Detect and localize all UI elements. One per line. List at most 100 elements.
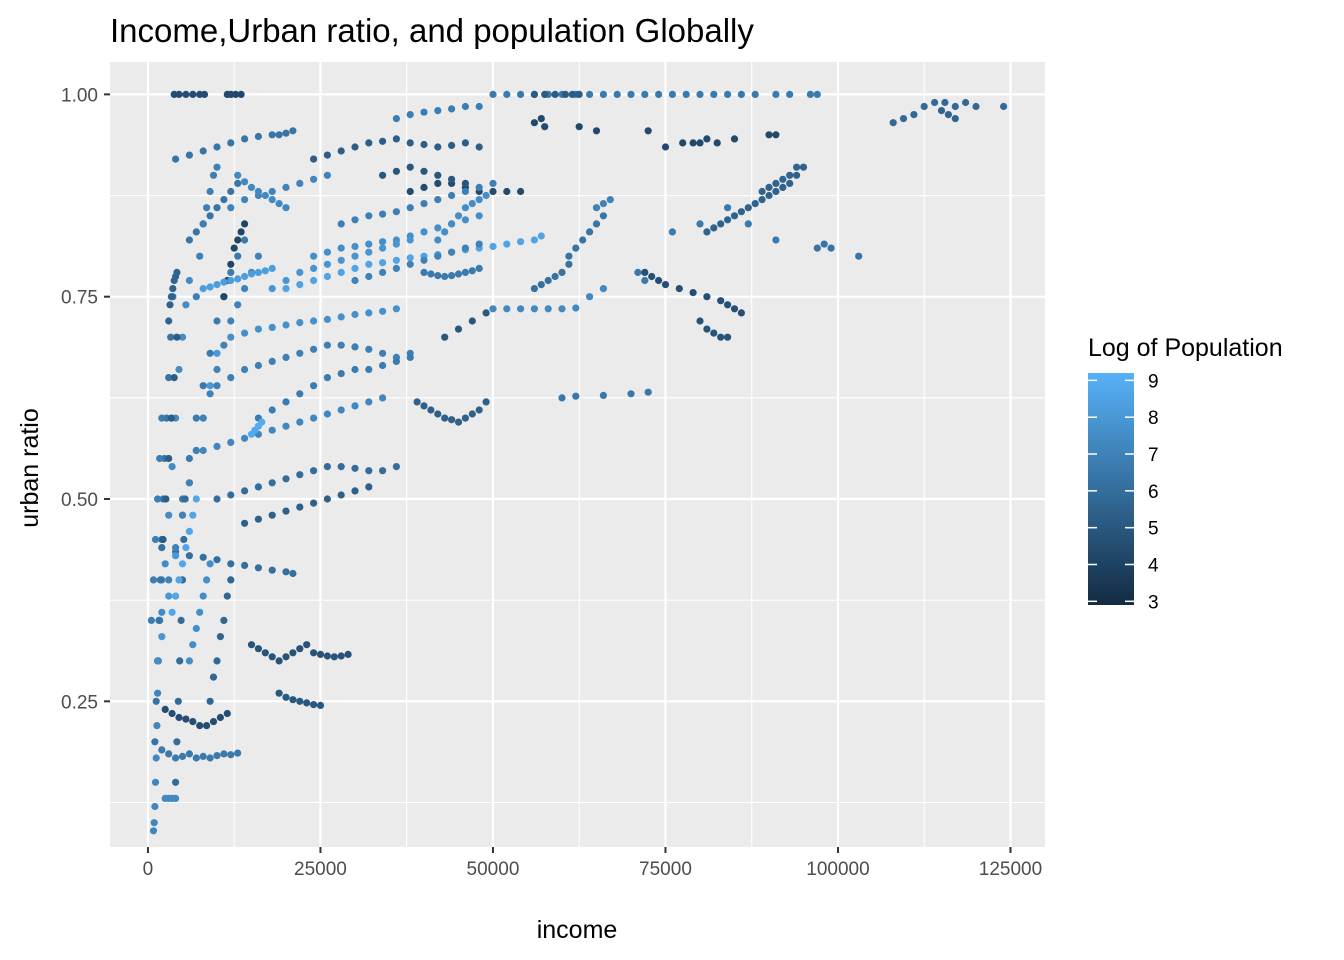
data-point	[151, 778, 160, 786]
data-point	[541, 123, 549, 131]
data-point	[448, 175, 456, 183]
data-point	[558, 268, 566, 276]
data-point	[337, 341, 345, 349]
data-point	[827, 244, 835, 252]
data-point	[213, 752, 221, 760]
data-point	[196, 252, 204, 260]
legend-tick-label: 6	[1148, 482, 1159, 503]
data-point	[931, 98, 939, 107]
data-point	[351, 242, 359, 251]
data-point	[365, 365, 373, 374]
data-point	[448, 191, 456, 200]
data-point	[241, 285, 249, 293]
data-point	[303, 641, 311, 649]
data-point	[337, 220, 345, 228]
data-point	[227, 438, 235, 446]
data-point	[379, 238, 387, 246]
data-point	[406, 260, 414, 268]
legend-tick-label: 3	[1148, 592, 1159, 613]
data-point	[765, 183, 773, 191]
data-point	[434, 252, 442, 260]
data-point	[703, 293, 711, 301]
data-point	[181, 495, 189, 503]
data-point	[310, 382, 318, 390]
legend-tick-label: 8	[1148, 408, 1159, 429]
data-point	[758, 187, 766, 196]
data-point	[434, 224, 442, 232]
data-point	[786, 171, 794, 179]
data-point	[351, 276, 359, 285]
data-point	[717, 333, 725, 341]
data-point	[200, 90, 209, 98]
data-point	[268, 264, 276, 272]
data-point	[220, 341, 228, 349]
data-point	[234, 236, 242, 244]
data-point	[379, 171, 387, 179]
data-point	[227, 491, 235, 499]
data-point	[178, 511, 187, 519]
data-point	[503, 187, 511, 196]
data-point	[254, 252, 262, 260]
data-point	[392, 463, 400, 471]
data-point	[203, 722, 211, 730]
data-point	[682, 90, 690, 98]
data-point	[168, 608, 176, 616]
data-point	[282, 276, 290, 285]
data-point	[337, 491, 345, 499]
data-point	[234, 179, 242, 187]
data-point	[203, 204, 211, 212]
data-point	[689, 139, 697, 147]
data-point	[351, 487, 359, 495]
data-point	[185, 527, 193, 536]
data-point	[168, 463, 176, 471]
data-point	[254, 515, 262, 523]
data-point	[730, 305, 739, 313]
data-point	[227, 317, 235, 325]
data-point	[155, 616, 163, 625]
data-point	[392, 115, 400, 123]
data-point	[185, 657, 193, 665]
data-point	[182, 715, 190, 723]
data-points	[147, 90, 1008, 835]
data-point	[213, 556, 221, 564]
data-point	[310, 345, 318, 353]
data-point	[613, 90, 621, 98]
data-point	[599, 200, 608, 208]
data-point	[661, 143, 670, 151]
data-point	[169, 285, 177, 293]
data-point	[461, 102, 469, 111]
data-point	[241, 365, 249, 374]
data-point	[149, 827, 158, 835]
data-point	[254, 564, 262, 572]
data-point	[337, 256, 345, 264]
data-point	[241, 236, 249, 244]
data-point	[213, 382, 221, 390]
data-point	[185, 454, 193, 463]
data-point	[227, 751, 235, 759]
data-point	[434, 143, 442, 151]
data-point	[330, 653, 338, 661]
data-point	[158, 608, 166, 616]
chart-title: Income,Urban ratio, and population Globa…	[110, 12, 754, 49]
data-point	[461, 187, 469, 196]
data-point	[572, 392, 580, 400]
data-point	[323, 151, 331, 159]
data-point	[165, 511, 173, 519]
data-point	[717, 220, 725, 228]
data-point	[282, 285, 290, 293]
data-point	[289, 696, 297, 704]
data-point	[199, 147, 207, 155]
data-point	[489, 305, 497, 313]
data-point	[448, 248, 456, 256]
data-point	[185, 552, 193, 560]
data-point	[710, 329, 718, 337]
data-point	[392, 264, 400, 272]
data-point	[365, 272, 373, 281]
data-point	[158, 414, 166, 422]
data-point	[365, 467, 373, 475]
data-point	[261, 191, 269, 200]
data-point	[296, 268, 304, 276]
data-point	[165, 576, 173, 584]
data-point	[254, 645, 262, 653]
data-point	[268, 131, 276, 139]
